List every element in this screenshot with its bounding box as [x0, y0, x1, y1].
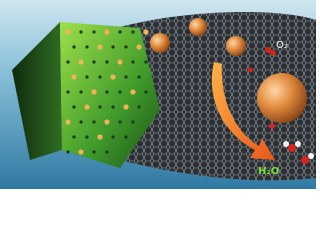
particle-dot: [98, 105, 102, 109]
oxygen-atom: [301, 156, 309, 164]
polyhedron-side: [12, 22, 62, 160]
hydrogen-atom: [308, 153, 314, 159]
particle: [150, 33, 170, 53]
particle-dot: [85, 135, 89, 139]
particle-dot: [137, 75, 141, 79]
particle: [189, 18, 207, 36]
particle-dot: [72, 45, 76, 49]
particle-dot: [110, 74, 116, 80]
reaction-arrow: [211, 62, 275, 160]
particle-dot: [136, 44, 142, 50]
particle-dot: [72, 135, 76, 139]
particle-dot: [85, 45, 89, 49]
oxygen-atom: [288, 144, 296, 152]
polyhedron-particles: [65, 29, 149, 155]
particle-dot: [78, 59, 84, 65]
particle: [257, 73, 307, 123]
particle-dot: [118, 120, 122, 124]
particle-dot: [124, 75, 128, 79]
oxygen-atom: [265, 47, 271, 53]
particle-dot: [66, 150, 70, 154]
particle-dot: [105, 60, 109, 64]
particle-dot: [79, 30, 83, 34]
particle-dot: [71, 74, 77, 80]
particle-dot: [104, 29, 110, 35]
molecules: [247, 47, 314, 164]
particle-dot: [130, 89, 136, 95]
particle-dot: [105, 150, 109, 154]
particle-dot: [131, 30, 135, 34]
particle-dot: [91, 89, 97, 95]
particle-dot: [97, 44, 103, 50]
particle-dot: [117, 59, 123, 65]
oxygen-atom: [270, 50, 276, 56]
oxygen-label: O₂: [276, 40, 288, 51]
particle-dot: [123, 104, 129, 110]
water-label: H₂O: [258, 166, 279, 177]
oxygen-atom: [247, 67, 253, 73]
particle-dot: [98, 75, 102, 79]
illustration: O₂ H₂O: [0, 0, 316, 189]
particle-dot: [144, 60, 148, 64]
particle-dot: [104, 119, 110, 125]
polyhedron-face: [60, 22, 160, 168]
particle-dot: [92, 60, 96, 64]
particle-dot: [111, 135, 115, 139]
page: O₂ H₂O (() => { const data = JSON.parse(…: [0, 0, 316, 189]
particle-dot: [92, 30, 96, 34]
particle-dot: [66, 90, 70, 94]
particle-dot: [118, 90, 122, 94]
particle-dot: [124, 135, 128, 139]
particle: [226, 36, 246, 56]
particle-dot: [111, 105, 115, 109]
hydrogen-atom: [295, 141, 301, 147]
particle-dot: [143, 29, 149, 35]
particle-dot: [105, 90, 109, 94]
particle-dot: [72, 105, 76, 109]
particle-dot: [66, 60, 70, 64]
particle-dot: [92, 150, 96, 154]
particle-dot: [92, 120, 96, 124]
particle-dot: [124, 45, 128, 49]
particle-dot: [137, 105, 141, 109]
particle-dot: [79, 90, 83, 94]
particle-dot: [65, 119, 71, 125]
particle-dot: [111, 45, 115, 49]
particle-dot: [85, 75, 89, 79]
particle-dot: [118, 30, 122, 34]
particle-dot: [78, 149, 84, 155]
particle-dot: [131, 60, 135, 64]
oxygen-atom: [269, 123, 275, 129]
hydrogen-atom: [283, 141, 289, 147]
particle-dot: [65, 29, 71, 35]
particle-dot: [144, 90, 148, 94]
particle-dot: [97, 134, 103, 140]
particle-dot: [84, 104, 90, 110]
particle-dot: [79, 120, 83, 124]
particle-dot: [131, 120, 135, 124]
